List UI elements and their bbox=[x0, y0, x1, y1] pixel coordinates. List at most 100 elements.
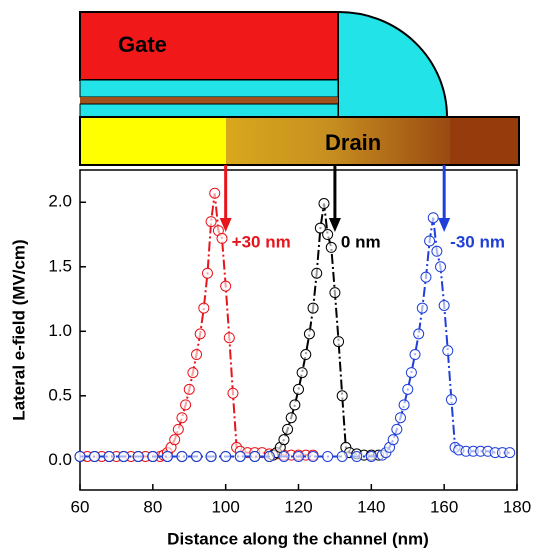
data-point bbox=[351, 450, 363, 462]
data-point bbox=[220, 450, 232, 462]
x-tick-label: 80 bbox=[143, 497, 162, 516]
data-point bbox=[329, 287, 341, 299]
data-point bbox=[176, 450, 188, 462]
x-tick-label: 160 bbox=[430, 497, 458, 516]
data-point bbox=[293, 383, 304, 395]
data-point bbox=[220, 280, 232, 292]
device-schematic: Gate Drain bbox=[79, 10, 520, 166]
data-point bbox=[307, 450, 319, 462]
data-point bbox=[435, 261, 447, 273]
data-point bbox=[147, 450, 159, 462]
data-point bbox=[263, 450, 275, 462]
data-point bbox=[191, 450, 203, 462]
x-tick-label: 180 bbox=[503, 497, 531, 516]
data-point bbox=[293, 450, 304, 462]
x-tick-label: 140 bbox=[357, 497, 385, 516]
data-point bbox=[209, 187, 221, 199]
data-point bbox=[438, 299, 450, 311]
data-point bbox=[172, 423, 184, 435]
data-point bbox=[191, 349, 203, 361]
data-point bbox=[169, 434, 181, 446]
data-point bbox=[89, 450, 101, 462]
data-point bbox=[311, 267, 323, 279]
y-tick-label: 2.0 bbox=[48, 192, 72, 211]
arrow-head bbox=[438, 218, 451, 232]
data-point bbox=[103, 450, 115, 462]
data-point bbox=[216, 232, 228, 244]
data-point bbox=[336, 390, 348, 402]
data-point bbox=[183, 383, 195, 395]
data-point bbox=[278, 450, 290, 462]
x-tick-label: 60 bbox=[71, 497, 90, 516]
y-axis-title: Lateral e-field (MV/cm) bbox=[9, 239, 28, 420]
data-point bbox=[249, 450, 261, 462]
oxide-layer bbox=[79, 79, 339, 98]
channel-layer bbox=[80, 97, 338, 104]
data-point bbox=[180, 399, 192, 411]
data-point bbox=[413, 328, 425, 340]
data-point bbox=[391, 423, 403, 435]
data-point bbox=[402, 383, 414, 395]
data-point bbox=[431, 245, 443, 257]
data-point bbox=[307, 302, 319, 314]
drain-outline bbox=[79, 116, 520, 166]
arrow-head bbox=[328, 218, 341, 232]
data-point bbox=[394, 412, 406, 424]
data-point bbox=[420, 271, 432, 283]
x-tick-label: 120 bbox=[284, 497, 312, 516]
gate bbox=[79, 11, 339, 81]
oxide-layer bbox=[79, 103, 339, 118]
drain-region bbox=[450, 117, 519, 165]
data-point bbox=[74, 450, 86, 462]
data-point bbox=[201, 267, 213, 279]
y-tick-label: 0.5 bbox=[48, 385, 72, 404]
drain-label: Drain bbox=[325, 130, 381, 155]
data-point bbox=[282, 423, 294, 435]
data-point bbox=[333, 336, 345, 348]
data-point bbox=[234, 450, 246, 462]
y-tick-label: 1.0 bbox=[48, 321, 72, 340]
data-point bbox=[445, 394, 457, 406]
data-point bbox=[318, 198, 330, 210]
x-tick-label: 100 bbox=[211, 497, 239, 516]
data-point bbox=[387, 434, 399, 446]
plot-frame bbox=[79, 169, 518, 491]
data-point bbox=[118, 450, 130, 462]
data-point bbox=[176, 412, 188, 424]
data-point bbox=[303, 328, 315, 340]
data-point bbox=[205, 450, 217, 462]
data-point bbox=[223, 332, 235, 344]
data-point bbox=[278, 434, 290, 446]
data-point bbox=[398, 399, 410, 411]
arrow-label: +30 nm bbox=[232, 232, 291, 251]
data-point bbox=[325, 241, 337, 253]
series-line bbox=[80, 203, 379, 458]
data-point bbox=[409, 349, 421, 361]
x-axis-title: Distance along the channel (nm) bbox=[167, 529, 429, 548]
arrow-label: -30 nm bbox=[450, 232, 505, 251]
data-point bbox=[322, 450, 334, 462]
channel-region bbox=[80, 117, 226, 165]
data-point bbox=[336, 450, 348, 462]
data-point bbox=[365, 450, 377, 462]
y-tick-label: 1.5 bbox=[48, 256, 72, 275]
data-point bbox=[296, 367, 308, 379]
data-point bbox=[205, 216, 217, 228]
data-point bbox=[285, 412, 297, 424]
data-point bbox=[405, 367, 417, 379]
data-point bbox=[132, 450, 144, 462]
data-point bbox=[300, 349, 312, 361]
arrow-label: 0 nm bbox=[341, 232, 381, 251]
drain-gradient bbox=[226, 117, 450, 165]
gate-label: Gate bbox=[118, 32, 167, 57]
data-point bbox=[416, 302, 428, 314]
data-point bbox=[198, 302, 210, 314]
data-point bbox=[504, 447, 516, 459]
spacer bbox=[337, 10, 449, 118]
y-tick-label: 0.0 bbox=[48, 450, 72, 469]
arrow-head bbox=[219, 218, 232, 232]
data-point bbox=[187, 367, 199, 379]
data-point bbox=[322, 229, 334, 241]
data-point bbox=[424, 235, 436, 247]
